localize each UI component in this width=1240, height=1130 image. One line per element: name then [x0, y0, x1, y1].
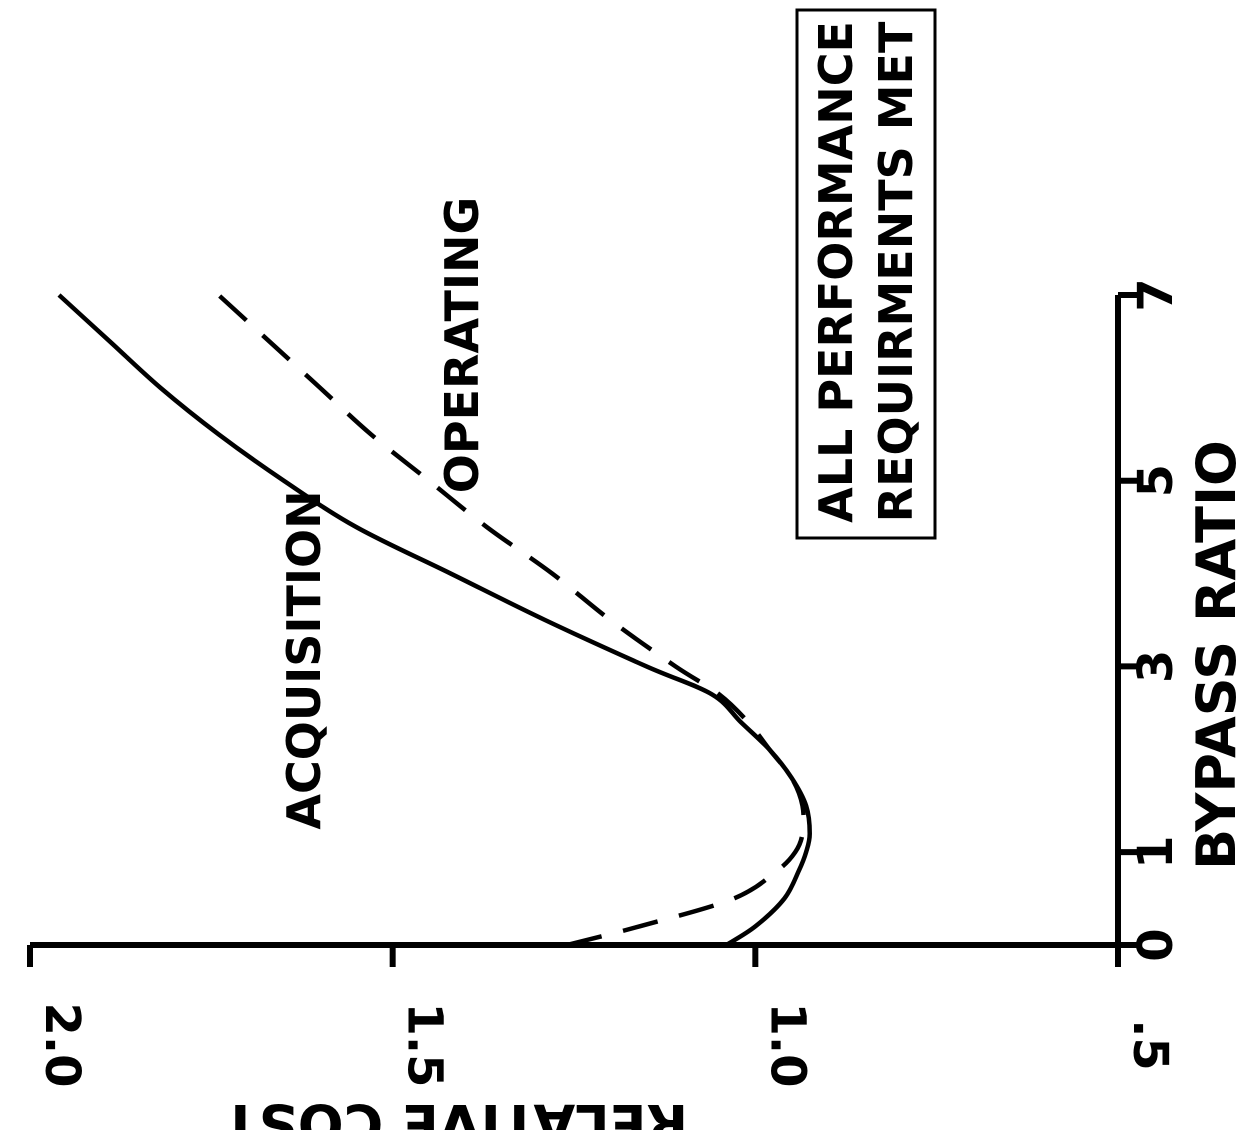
series-line-operating	[217, 293, 806, 948]
y-axis-ticks: .5 1.0 1.5 2.0	[27, 945, 1178, 1088]
y-tick-label-0: .5	[1122, 1019, 1178, 1071]
x-tick-label-0: 0	[1128, 928, 1184, 961]
x-tick-label-4: 7	[1128, 278, 1184, 311]
x-axis-ticks: 0 1 3 5 7	[1118, 278, 1184, 962]
annotation-frame	[795, 8, 937, 540]
y-tick-label-1: 1.0	[759, 1002, 815, 1087]
annotation-line-1: ALL PERFORMANCE	[809, 21, 863, 523]
series-group	[57, 293, 812, 948]
series-line-acquisition	[57, 293, 812, 947]
plot-area: .5 1.0 1.5 2.0 0 1 3 5 7	[27, 278, 1184, 1088]
x-tick-label-1: 1	[1128, 835, 1184, 868]
annotation-line-2: REQUIRMENTS MET	[869, 21, 923, 522]
series-label-operating: OPERATING	[435, 197, 489, 493]
series-label-acquisition: ACQUISITION	[277, 490, 331, 829]
y-tick-label-3: 2.0	[34, 1002, 90, 1087]
x-axis-label: BYPASS RATIO	[1185, 440, 1240, 870]
annotation-box: ALL PERFORMANCE REQUIRMENTS MET	[795, 8, 937, 540]
x-tick-label-3: 5	[1128, 464, 1184, 497]
x-tick-label-2: 3	[1128, 650, 1184, 683]
y-tick-label-2: 1.5	[397, 1002, 453, 1087]
y-axis-label: RELATIVE COST	[222, 1092, 688, 1130]
